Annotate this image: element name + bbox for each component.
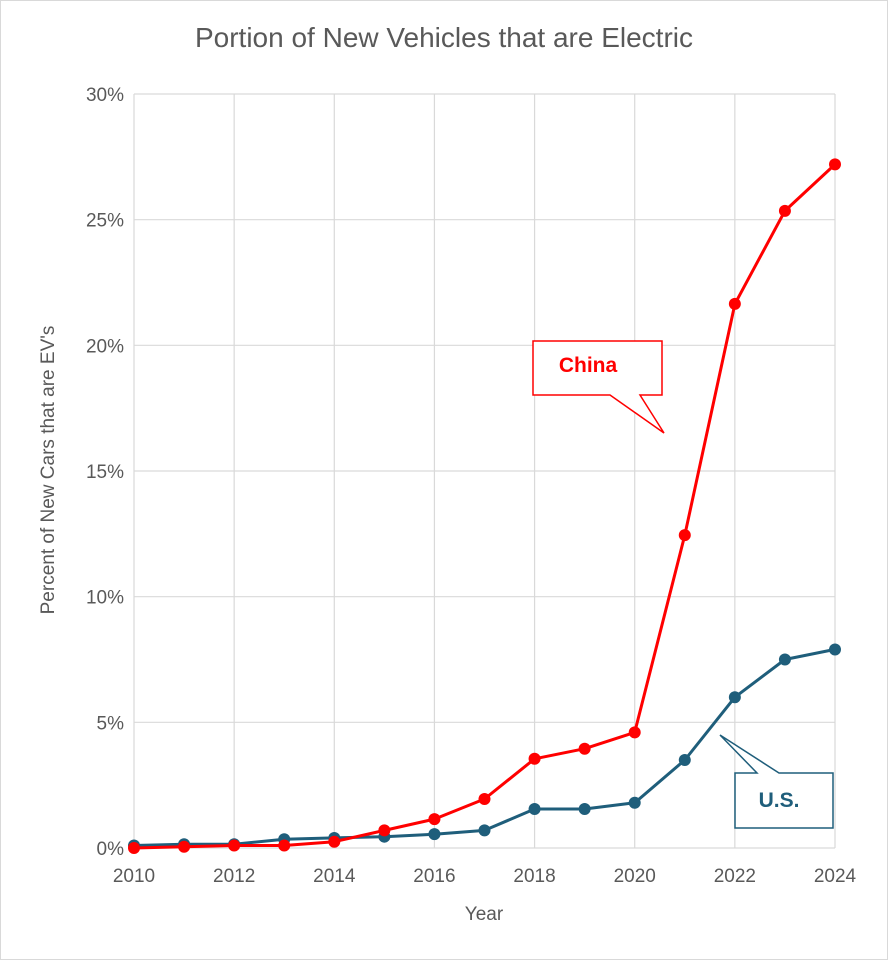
- x-tick-label: 2018: [513, 866, 555, 887]
- u-s-data-point: [428, 828, 441, 841]
- u-s-data-point: [578, 803, 591, 816]
- x-tick-label: 2012: [213, 866, 255, 887]
- u-s-data-point: [678, 754, 691, 767]
- u-s-data-point: [829, 643, 841, 656]
- chart-title: Portion of New Vehicles that are Electri…: [194, 22, 693, 53]
- y-tick-labels: 0% 5% 10% 15% 20% 25% 30%: [86, 85, 124, 860]
- series-lines: [128, 158, 841, 854]
- u-s-data-point: [528, 803, 541, 816]
- u-s-data-point: [778, 653, 791, 666]
- china-data-point: [328, 835, 341, 848]
- y-tick-label: 25%: [86, 211, 124, 232]
- x-tick-label: 2020: [614, 866, 656, 887]
- y-tick-label: 30%: [86, 85, 124, 106]
- china-data-point: [178, 840, 191, 853]
- china-data-point: [478, 792, 491, 805]
- y-tick-label: 5%: [97, 713, 125, 734]
- y-tick-label: 0%: [97, 839, 125, 860]
- y-tick-label: 20%: [86, 336, 124, 357]
- x-tick-label: 2016: [413, 866, 455, 887]
- gridlines: [133, 93, 836, 849]
- x-tick-label: 2014: [313, 866, 356, 887]
- y-axis-label: Percent of New Cars that are EV's: [38, 326, 59, 615]
- china-data-point: [278, 839, 291, 852]
- china-callout-label: China: [559, 354, 618, 377]
- x-tick-label: 2024: [814, 866, 857, 887]
- china-data-point: [728, 297, 741, 310]
- china-data-point: [778, 204, 791, 217]
- u-s-series-line: [133, 647, 836, 847]
- china-callout: China: [532, 340, 665, 434]
- x-tick-labels: 2010 2012 2014 2016 2018 2020 2022 2024: [113, 866, 857, 887]
- u-s-data-point: [628, 796, 641, 809]
- us-callout-label: U.S.: [759, 789, 800, 812]
- y-tick-label: 10%: [86, 588, 124, 609]
- x-axis-label: Year: [465, 904, 504, 925]
- china-data-point: [678, 529, 691, 542]
- china-data-point: [578, 742, 591, 755]
- china-data-point: [829, 158, 841, 171]
- china-data-point: [128, 842, 140, 854]
- x-tick-label: 2022: [714, 866, 756, 887]
- china-data-point: [428, 813, 441, 826]
- u-s-data-point: [478, 824, 491, 837]
- china-data-point: [228, 839, 241, 852]
- us-callout: U.S.: [719, 734, 834, 829]
- china-data-point: [628, 726, 641, 739]
- u-s-data-point: [728, 691, 741, 704]
- china-data-point: [378, 824, 391, 837]
- x-tick-label: 2010: [113, 866, 155, 887]
- china-data-point: [528, 752, 541, 765]
- y-tick-label: 15%: [86, 462, 124, 483]
